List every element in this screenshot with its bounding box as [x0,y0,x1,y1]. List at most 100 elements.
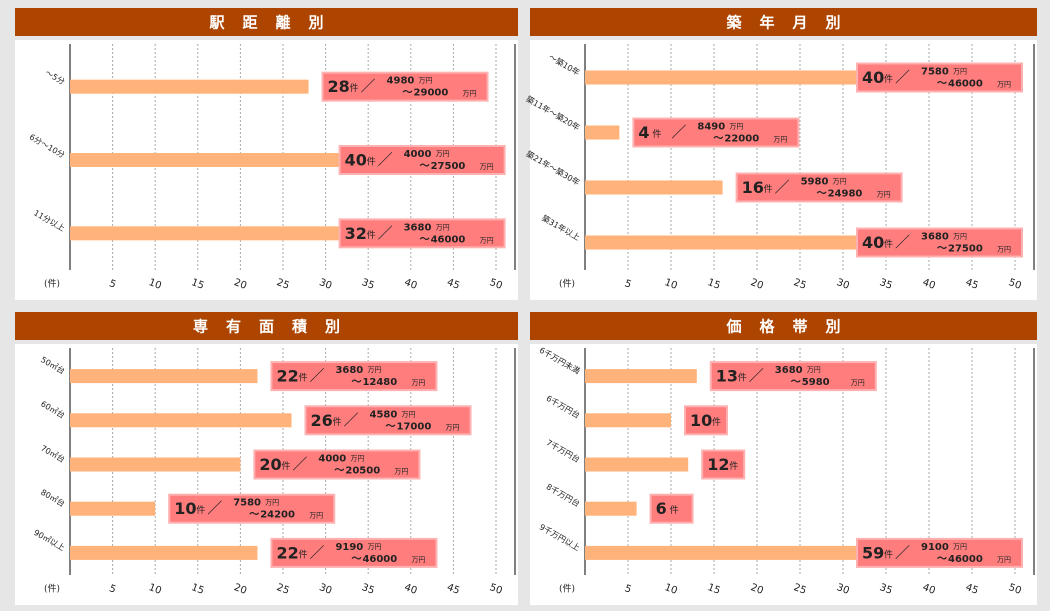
callout-box [701,449,746,480]
price-min: 4980 [387,76,415,87]
price-unit: 万円 [402,410,416,418]
callout-unit: 件 [884,73,893,85]
x-tick-label: 40 [921,277,937,292]
x-tick-label: 40 [921,582,937,597]
callout-count: 40 [862,233,884,252]
callout-unit: 件 [333,416,342,428]
price-tilde: ～ [403,88,413,99]
x-tick-label: 5 [623,278,633,291]
callout-box [270,361,438,392]
price-max: 46000 [431,234,466,245]
price-max: 46000 [948,79,983,90]
bar [585,235,929,250]
price-unit: 万円 [953,543,967,551]
price-max: 24200 [260,510,295,521]
price-tilde: ～ [817,189,827,200]
panel-header [15,312,518,340]
price-min: 3680 [404,222,432,233]
callout-unit: 件 [367,229,376,241]
price-unit: 万円 [997,81,1011,89]
callout-box [735,172,903,203]
panel-header [530,8,1037,36]
callout-box [856,227,1023,258]
callout-count: 16 [742,178,764,197]
panel-title: 専有面積別 [193,318,358,336]
price-min: 3680 [921,232,949,243]
price-unit: 万円 [851,379,865,387]
callout-count: 26 [311,411,333,430]
x-tick-label: 15 [706,582,722,597]
x-tick-label: 20 [232,582,248,597]
price-unit: 万円 [419,77,433,85]
callout-unit: 件 [281,460,290,472]
callout-box [338,218,506,249]
bar [70,501,156,516]
callout-slash: ／ [309,543,324,561]
bar [70,226,343,241]
price-unit: 万円 [953,68,967,76]
x-tick-label: 35 [878,277,894,292]
callout-count: 32 [345,224,367,243]
x-tick-label: 45 [445,277,461,292]
bar [70,545,258,560]
bar [585,413,671,428]
price-tilde: ～ [937,244,947,255]
price-min: 3680 [775,365,803,376]
callout-count: 59 [862,543,884,562]
bar [70,369,258,384]
price-unit: 万円 [773,136,787,144]
callout-slash: ／ [775,178,790,196]
callout-slash: ／ [207,499,222,517]
callout-count: 20 [259,455,281,474]
callout-count: 10 [690,411,712,430]
callout-slash: ／ [361,77,376,95]
callout-unit: 件 [884,238,893,250]
price-max: 5980 [802,377,830,388]
price-max: 17000 [397,421,432,432]
price-min: 9190 [335,542,363,553]
callout-count: 4 [638,123,649,142]
callout-unit: 件 [764,183,773,195]
callout-box [649,493,694,524]
x-tick-label: 30 [835,582,851,597]
price-tilde: ～ [937,79,947,90]
callout-slash: ／ [895,233,910,251]
price-unit: 万円 [953,233,967,241]
callout-box [338,145,506,175]
callout-count: 13 [716,367,738,386]
price-min: 4580 [370,409,398,420]
price-unit: 万円 [480,163,494,171]
x-tick-label: 50 [1007,277,1023,292]
callout-box [856,62,1023,93]
bar [70,457,241,472]
x-tick-label: 25 [792,277,808,292]
callout-slash: ／ [671,123,686,141]
callout-unit: 件 [298,548,307,560]
x-tick-label: 20 [232,277,248,292]
callout-count: 22 [276,543,298,562]
x-tick-label: 25 [792,582,808,597]
x-tick-label: 15 [190,277,206,292]
x-tick-label: 35 [360,277,376,292]
callout-count: 40 [345,151,367,170]
price-unit: 万円 [350,455,364,463]
bar [585,369,697,384]
price-unit: 万円 [309,512,323,520]
bar [585,180,723,195]
price-tilde: ～ [420,161,430,172]
callout-box [168,493,336,524]
x-tick-label: 30 [835,277,851,292]
callout-count: 22 [276,367,298,386]
price-max: 20500 [345,466,380,477]
x-tick-label: 45 [964,277,980,292]
axis-label: (件) [44,278,60,290]
x-tick-label: 45 [445,582,461,597]
callout-unit: 件 [884,548,893,560]
x-tick-label: 30 [318,277,334,292]
price-unit: 万円 [807,366,821,374]
panel-title: 築年月別 [725,14,858,32]
price-unit: 万円 [411,556,425,564]
price-tilde: ～ [334,466,344,477]
price-unit: 万円 [411,379,425,387]
